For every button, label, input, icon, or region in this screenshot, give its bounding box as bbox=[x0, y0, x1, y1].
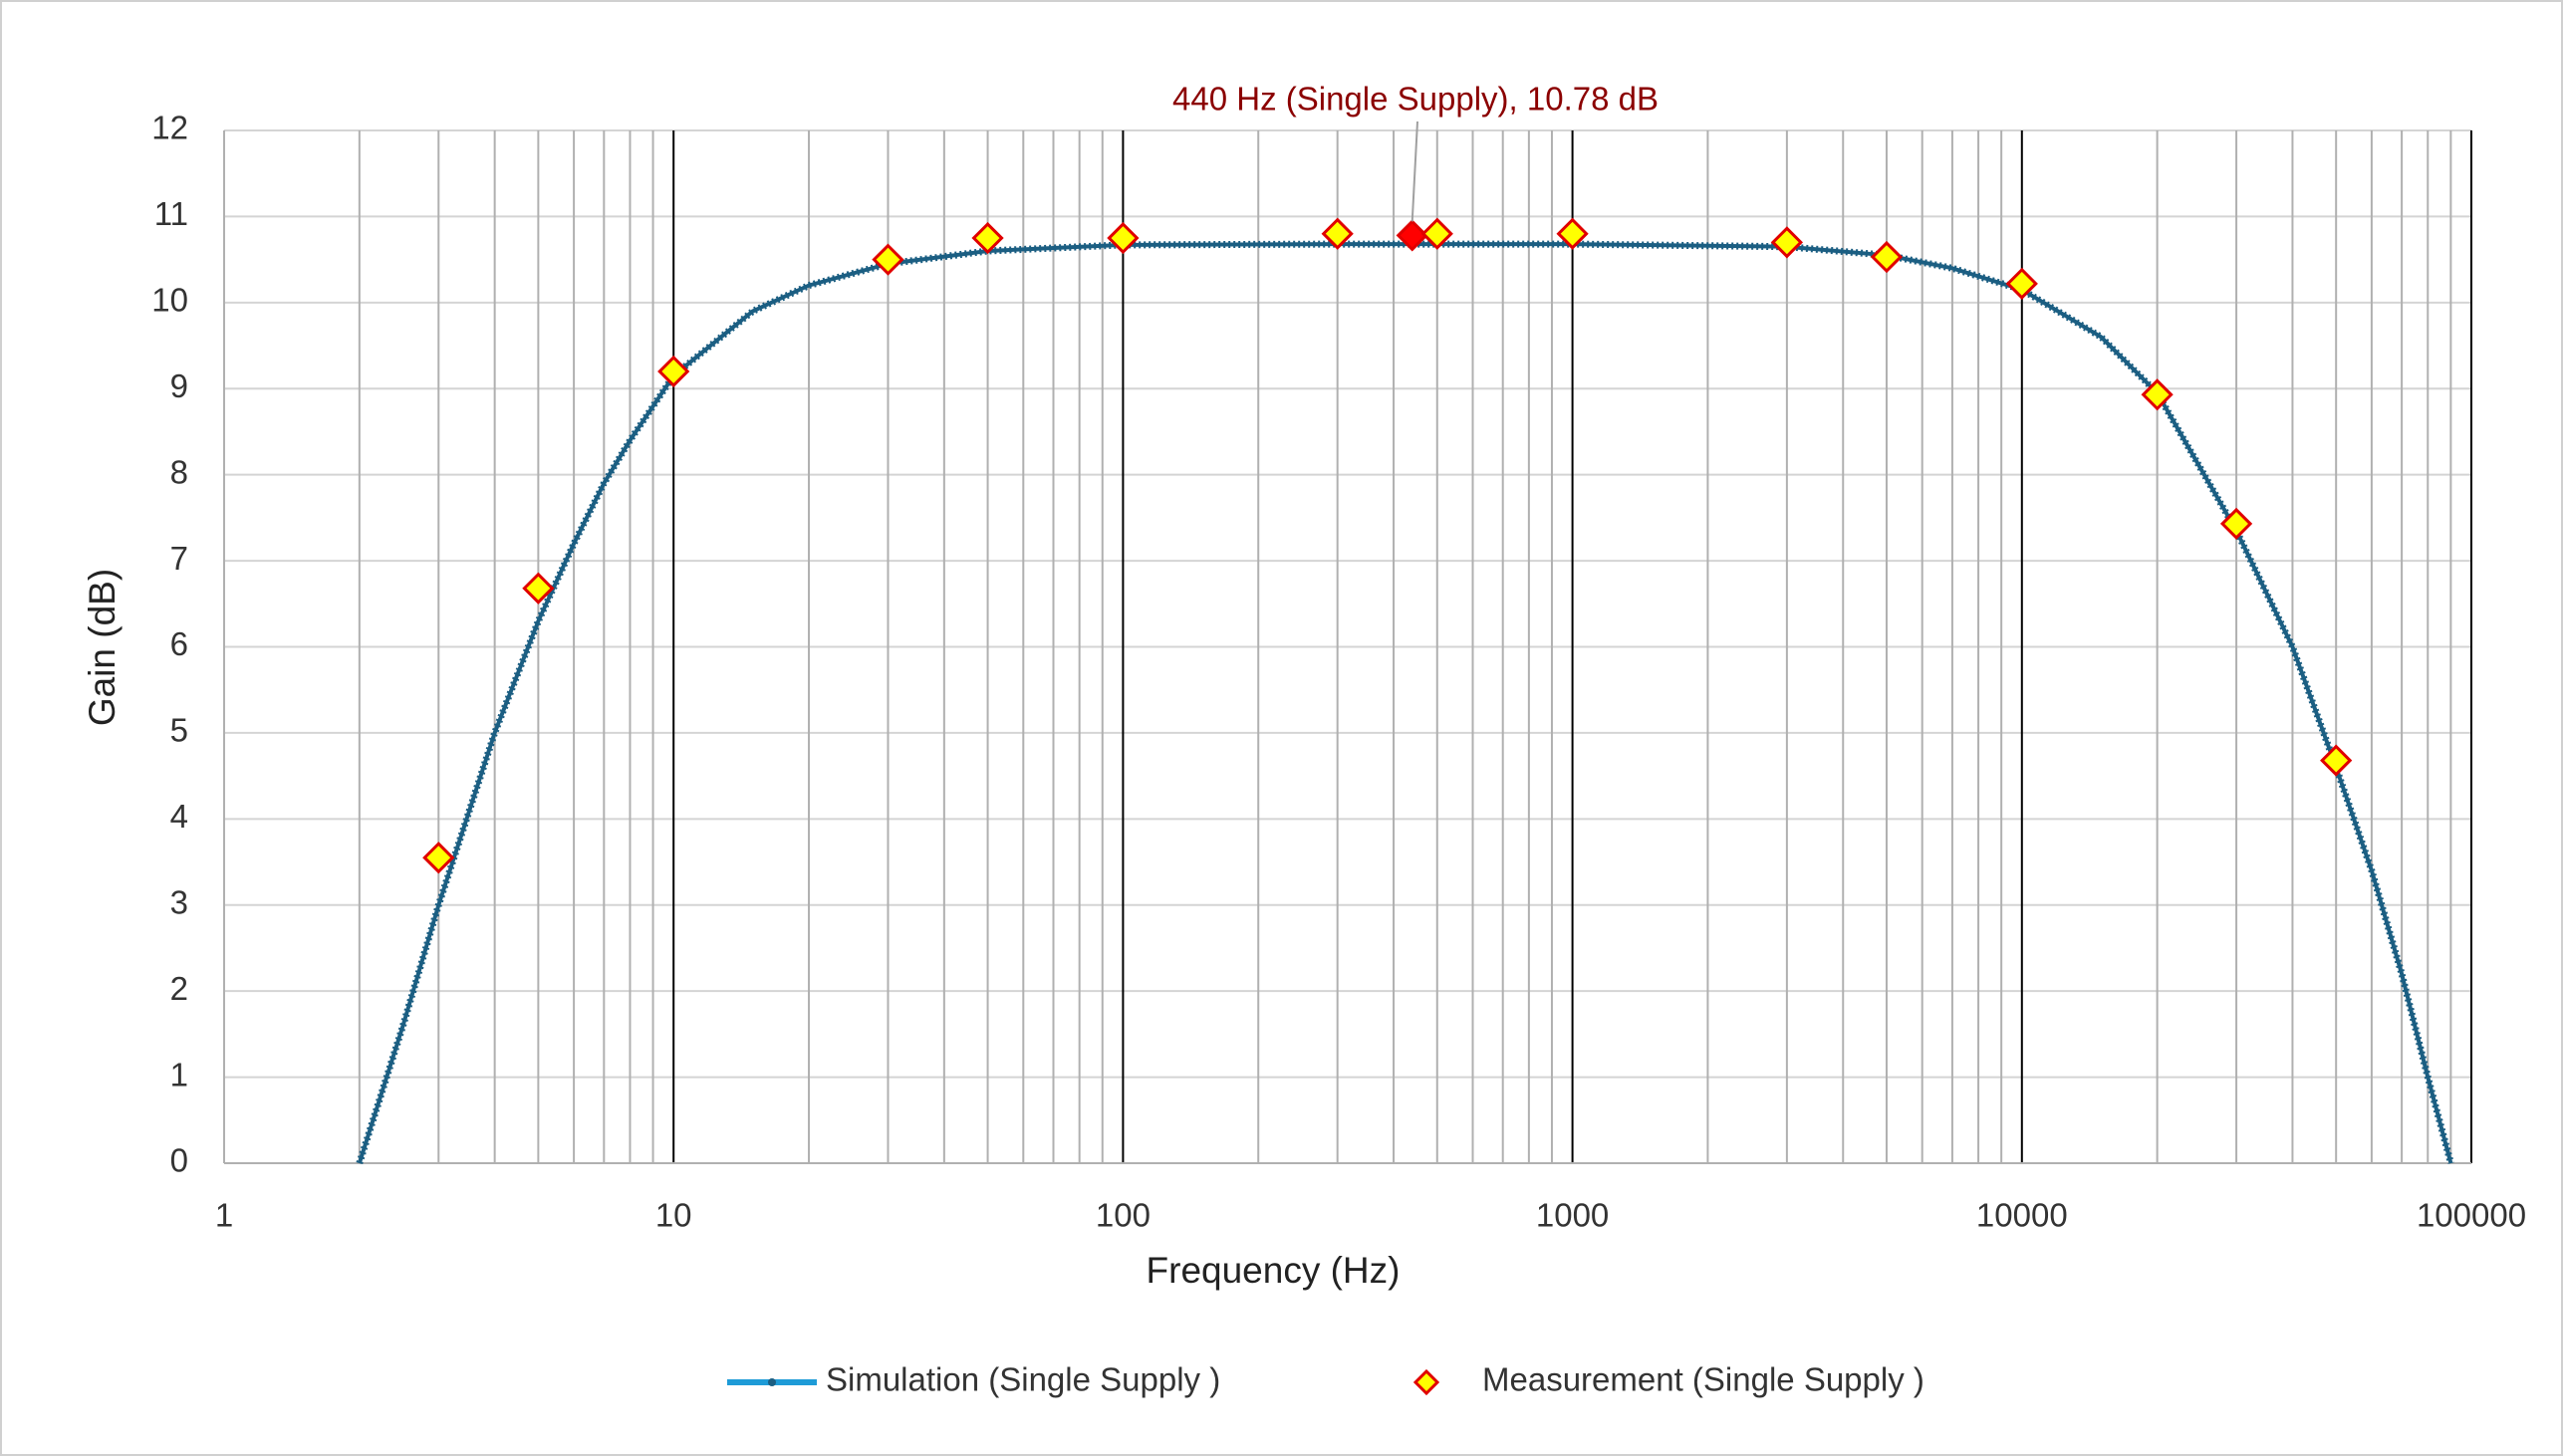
measurement-marker bbox=[1321, 217, 1354, 250]
y-tick-label: 11 bbox=[154, 195, 188, 232]
measurement-marker bbox=[2219, 507, 2253, 541]
measurement-marker bbox=[522, 572, 555, 605]
y-tick-label: 3 bbox=[170, 883, 188, 920]
measurement-marker bbox=[2320, 744, 2353, 777]
y-tick-label: 1 bbox=[170, 1056, 188, 1092]
measurement-marker bbox=[1556, 217, 1589, 250]
y-tick-label: 4 bbox=[170, 798, 188, 835]
highlighted-marker bbox=[1396, 219, 1428, 252]
measurement-marker bbox=[1107, 221, 1140, 255]
measurement-marker bbox=[2141, 378, 2174, 411]
x-tick-label: 100000 bbox=[2417, 1197, 2526, 1234]
y-tick-label: 5 bbox=[170, 712, 188, 749]
measurement-marker bbox=[872, 243, 904, 276]
annotation-leader bbox=[1410, 121, 1418, 222]
legend-marker bbox=[1412, 1368, 1440, 1396]
y-tick-label: 9 bbox=[170, 367, 188, 404]
x-tick-label: 10 bbox=[655, 1197, 692, 1234]
y-tick-label: 12 bbox=[151, 110, 188, 146]
x-tick-label: 1000 bbox=[1536, 1197, 1609, 1234]
annotation: 440 Hz (Single Supply), 10.78 dB bbox=[1172, 81, 1659, 118]
y-tick-label: 2 bbox=[170, 970, 188, 1007]
measurement-marker bbox=[2005, 267, 2038, 300]
measurement-marker bbox=[1420, 217, 1453, 250]
measurement-marker bbox=[971, 221, 1004, 255]
y-tick-label: 7 bbox=[170, 540, 188, 577]
x-axis-title: Frequency (Hz) bbox=[1147, 1250, 1401, 1291]
x-tick-label: 100 bbox=[1096, 1197, 1151, 1234]
measurement-marker bbox=[1770, 226, 1804, 259]
legend-dot bbox=[768, 1378, 776, 1386]
y-tick-label: 8 bbox=[170, 453, 188, 490]
y-tick-label: 10 bbox=[151, 282, 188, 319]
measurement-marker bbox=[422, 842, 455, 874]
x-tick-label: 1 bbox=[215, 1197, 233, 1234]
y-axis-title: Gain (dB) bbox=[82, 569, 123, 726]
y-tick-label: 6 bbox=[170, 625, 188, 662]
legend-label: Measurement (Single Supply ) bbox=[1482, 1361, 1924, 1398]
measurement-marker bbox=[657, 355, 690, 388]
measurement-marker bbox=[1870, 240, 1904, 274]
x-tick-label: 10000 bbox=[1976, 1197, 2068, 1234]
legend-label: Simulation (Single Supply ) bbox=[826, 1361, 1220, 1398]
y-tick-label: 0 bbox=[170, 1142, 188, 1179]
